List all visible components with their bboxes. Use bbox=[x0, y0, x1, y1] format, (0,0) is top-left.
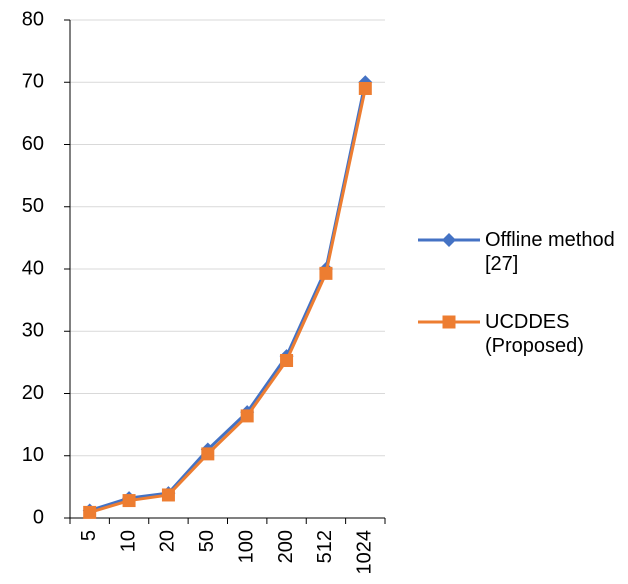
y-tick-label: 70 bbox=[22, 71, 44, 93]
x-tick-label: 5 bbox=[78, 530, 100, 541]
x-tick-label: 10 bbox=[117, 530, 139, 552]
data-point bbox=[161, 488, 175, 502]
y-tick-label: 30 bbox=[22, 320, 44, 342]
y-tick-label: 80 bbox=[22, 8, 44, 30]
data-point bbox=[201, 447, 215, 461]
legend-marker bbox=[442, 233, 456, 247]
y-tick-label: 60 bbox=[22, 133, 44, 155]
x-tick-label: 20 bbox=[157, 530, 179, 552]
data-point bbox=[358, 81, 372, 95]
data-point bbox=[319, 266, 333, 280]
data-point bbox=[122, 494, 136, 508]
x-tick-label: 50 bbox=[196, 530, 218, 552]
series-line bbox=[89, 88, 367, 514]
data-point bbox=[83, 505, 97, 519]
y-tick-label: 20 bbox=[22, 382, 44, 404]
legend-marker bbox=[442, 315, 456, 329]
x-tick-label: 100 bbox=[235, 530, 257, 563]
legend-label: UCDDES (Proposed) bbox=[485, 311, 584, 357]
y-tick-label: 50 bbox=[22, 195, 44, 217]
x-tick-label: 200 bbox=[275, 530, 297, 563]
y-tick-label: 40 bbox=[22, 257, 44, 279]
x-tick-label: 1024 bbox=[354, 530, 376, 575]
data-point bbox=[240, 409, 254, 423]
y-tick-label: 0 bbox=[33, 506, 44, 528]
data-point bbox=[280, 354, 294, 368]
x-tick-label: 512 bbox=[314, 530, 336, 563]
legend-label: Offline method [27] bbox=[485, 229, 615, 275]
y-tick-label: 10 bbox=[22, 444, 44, 466]
series-line bbox=[89, 81, 367, 512]
